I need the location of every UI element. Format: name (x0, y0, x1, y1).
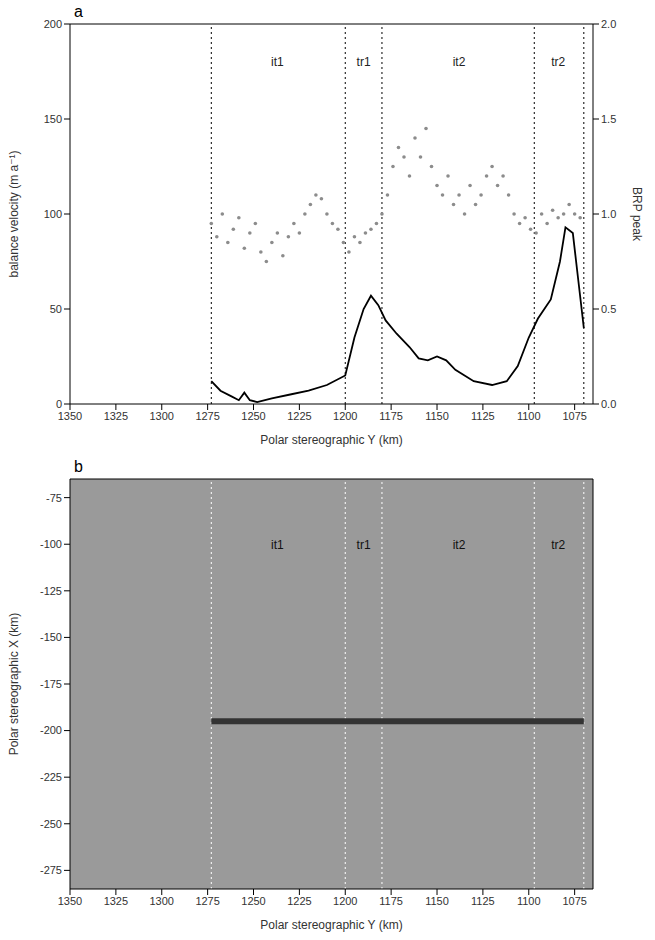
svg-text:1200: 1200 (333, 410, 357, 422)
svg-text:1.0: 1.0 (601, 208, 616, 220)
svg-text:100: 100 (44, 208, 62, 220)
svg-text:it2: it2 (453, 55, 466, 69)
svg-text:1100: 1100 (517, 895, 541, 907)
svg-text:1100: 1100 (517, 410, 541, 422)
svg-text:1350: 1350 (58, 895, 82, 907)
svg-text:tr2: tr2 (551, 55, 565, 69)
svg-text:0.0: 0.0 (601, 398, 616, 410)
svg-text:1325: 1325 (104, 895, 128, 907)
svg-text:0.5: 0.5 (601, 303, 616, 315)
svg-text:1150: 1150 (425, 410, 449, 422)
svg-text:1075: 1075 (562, 410, 586, 422)
svg-text:1250: 1250 (241, 410, 265, 422)
svg-text:tr1: tr1 (357, 538, 371, 552)
svg-text:it2: it2 (453, 538, 466, 552)
svg-text:-100: -100 (40, 538, 62, 550)
html-text:a: a (74, 3, 83, 20)
svg-text:Polar stereographic Y (km): Polar stereographic Y (km) (260, 433, 402, 447)
svg-text:Polar stereographic Y (km): Polar stereographic Y (km) (260, 918, 402, 932)
svg-text:200: 200 (44, 18, 62, 30)
svg-text:it1: it1 (271, 538, 284, 552)
svg-text:50: 50 (50, 303, 62, 315)
svg-text:-175: -175 (40, 678, 62, 690)
svg-text:1200: 1200 (333, 895, 357, 907)
svg-text:1250: 1250 (241, 895, 265, 907)
svg-text:1175: 1175 (379, 895, 403, 907)
svg-text:Polar stereographic X (km): Polar stereographic X (km) (7, 613, 21, 756)
svg-text:balance velocity (m a⁻¹): balance velocity (m a⁻¹) (7, 150, 21, 277)
svg-text:0: 0 (56, 398, 62, 410)
svg-text:1075: 1075 (562, 895, 586, 907)
html-text:b: b (74, 458, 83, 475)
svg-text:1275: 1275 (195, 410, 219, 422)
svg-text:150: 150 (44, 113, 62, 125)
svg-text:1175: 1175 (379, 410, 403, 422)
svg-text:1275: 1275 (195, 895, 219, 907)
svg-text:-275: -275 (40, 864, 62, 876)
svg-text:it1: it1 (271, 55, 284, 69)
svg-text:tr1: tr1 (357, 55, 371, 69)
svg-text:BRP peak: BRP peak (630, 187, 644, 242)
svg-text:-150: -150 (40, 631, 62, 643)
svg-text:2.0: 2.0 (601, 18, 616, 30)
svg-text:tr2: tr2 (551, 538, 565, 552)
svg-text:1325: 1325 (104, 410, 128, 422)
svg-text:-75: -75 (46, 492, 62, 504)
svg-text:1300: 1300 (150, 410, 174, 422)
svg-text:1.5: 1.5 (601, 113, 616, 125)
svg-text:1225: 1225 (287, 410, 311, 422)
svg-text:1225: 1225 (287, 895, 311, 907)
svg-text:1125: 1125 (471, 410, 495, 422)
svg-text:1300: 1300 (150, 895, 174, 907)
svg-text:1125: 1125 (471, 895, 495, 907)
svg-text:-225: -225 (40, 771, 62, 783)
svg-text:1350: 1350 (58, 410, 82, 422)
svg-text:1150: 1150 (425, 895, 449, 907)
svg-text:-250: -250 (40, 818, 62, 830)
svg-text:-200: -200 (40, 724, 62, 736)
svg-text:-125: -125 (40, 585, 62, 597)
